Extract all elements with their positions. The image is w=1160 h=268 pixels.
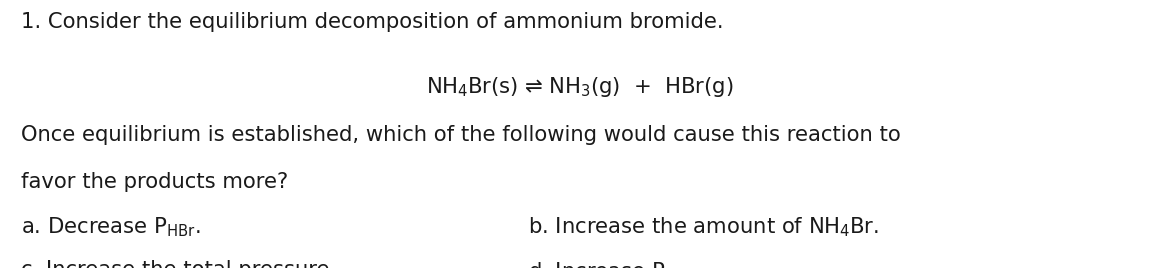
Text: d. Increase P$_{\mathregular{NH3}}$: d. Increase P$_{\mathregular{NH3}}$ bbox=[528, 260, 696, 268]
Text: 1. Consider the equilibrium decomposition of ammonium bromide.: 1. Consider the equilibrium decompositio… bbox=[21, 12, 724, 32]
Text: b. Increase the amount of NH$_{\mathregular{4}}$Br.: b. Increase the amount of NH$_{\mathregu… bbox=[528, 216, 878, 239]
Text: c. Increase the total pressure: c. Increase the total pressure bbox=[21, 260, 329, 268]
Text: a. Decrease P$_{\mathregular{HBr}}$.: a. Decrease P$_{\mathregular{HBr}}$. bbox=[21, 216, 201, 239]
Text: NH$_{\mathregular{4}}$Br(s) ⇌ NH$_{\mathregular{3}}$(g)  +  HBr(g): NH$_{\mathregular{4}}$Br(s) ⇌ NH$_{\math… bbox=[426, 75, 734, 99]
Text: favor the products more?: favor the products more? bbox=[21, 172, 288, 192]
Text: Once equilibrium is established, which of the following would cause this reactio: Once equilibrium is established, which o… bbox=[21, 125, 900, 145]
